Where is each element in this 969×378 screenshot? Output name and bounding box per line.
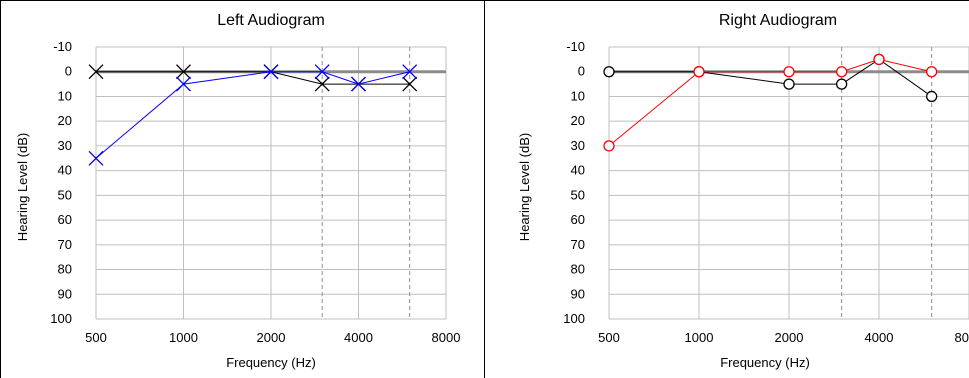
x-tick-label: 8000: [432, 330, 461, 345]
x-tick-label: 500: [598, 330, 620, 345]
x-tick-label: 1000: [169, 330, 198, 345]
y-tick-label: -10: [53, 39, 72, 54]
x-tick-label: 1000: [685, 330, 714, 345]
chart-title: Right Audiogram: [719, 12, 837, 29]
data-point-circle-marker: [693, 66, 705, 78]
x-tick-label: 500: [85, 330, 107, 345]
y-tick-label: 90: [571, 286, 585, 301]
data-point-circle-marker: [603, 140, 615, 152]
data-point-x-marker: [88, 64, 104, 80]
y-tick-label: 40: [571, 163, 585, 178]
data-point-x-marker: [351, 76, 366, 92]
x-axis-label: Frequency (Hz): [720, 355, 810, 370]
y-tick-label: 70: [571, 237, 585, 252]
y-tick-label: 100: [50, 311, 72, 326]
data-point-circle-marker: [783, 78, 795, 90]
plot-area: [603, 46, 969, 320]
y-tick-label: 10: [571, 88, 585, 103]
series-line: [608, 58, 932, 147]
y-tick-label: 90: [58, 286, 72, 301]
y-tick-label: 0: [65, 64, 72, 79]
y-tick-label: 80: [58, 262, 72, 277]
left-audiogram-panel: Left Audiogram -10 0 10 20 30 40 50 60 70 80 90 100 5…: [0, 0, 486, 378]
x-tick-label: 4000: [344, 330, 373, 345]
series-line: [95, 71, 410, 159]
data-point-circle-marker: [783, 66, 795, 78]
series-1: [88, 64, 418, 166]
y-tick-label: 70: [58, 237, 72, 252]
series-line: [609, 58, 932, 97]
y-tick-label: 100: [563, 311, 585, 326]
data-point-x-marker: [88, 150, 104, 166]
data-point-circle-marker: [835, 66, 848, 78]
data-point-x-marker: [176, 76, 191, 92]
y-axis-label: Hearing Level (dB): [15, 133, 30, 241]
y-tick-label: 50: [58, 187, 72, 202]
data-point-circle-marker: [925, 66, 938, 78]
series-0: [88, 64, 418, 92]
y-tick-label: -10: [566, 39, 585, 54]
x-tick-label: 2000: [257, 330, 286, 345]
right-audiogram-panel: Right Audiogram -10 0 10 20 30 40 50 60 70 80 90 100…: [484, 0, 969, 378]
series-line: [96, 71, 410, 85]
data-point-circle-marker: [925, 90, 938, 103]
data-point-x-marker: [263, 64, 279, 80]
data-point-circle-marker: [603, 66, 615, 78]
data-point-circle-marker: [873, 53, 885, 66]
y-tick-label: 40: [58, 163, 72, 178]
y-tick-label: 50: [571, 187, 585, 202]
plot-area: [88, 46, 447, 320]
x-tick-label: 8000: [955, 330, 969, 345]
data-point-x-marker: [314, 76, 330, 92]
y-tick-label: 80: [571, 262, 585, 277]
data-point-x-marker: [314, 64, 330, 80]
x-tick-label: 2000: [775, 330, 804, 345]
data-point-circle-marker: [835, 78, 848, 90]
y-tick-label: 60: [58, 212, 72, 227]
y-axis-label: Hearing Level (dB): [517, 133, 532, 241]
y-tick-label: 0: [578, 64, 585, 79]
right-audiogram-chart: Right Audiogram -10 0 10 20 30 40 50 60 70 80 90 100…: [517, 12, 969, 370]
series-1: [603, 53, 938, 152]
data-point-x-marker: [402, 64, 418, 80]
data-point-x-marker: [176, 64, 191, 80]
y-tick-label: 60: [571, 212, 585, 227]
y-tick-label: 30: [571, 138, 585, 153]
data-point-x-marker: [402, 76, 418, 92]
x-tick-label: 4000: [865, 330, 894, 345]
chart-title: Left Audiogram: [217, 12, 325, 29]
y-tick-label: 20: [571, 113, 585, 128]
y-tick-label: 10: [58, 88, 72, 103]
x-axis-label: Frequency (Hz): [226, 355, 316, 370]
left-audiogram-chart: Left Audiogram -10 0 10 20 30 40 50 60 70 80 90 100 5…: [15, 12, 461, 370]
y-tick-label: 20: [58, 113, 72, 128]
y-tick-label: 30: [58, 138, 72, 153]
